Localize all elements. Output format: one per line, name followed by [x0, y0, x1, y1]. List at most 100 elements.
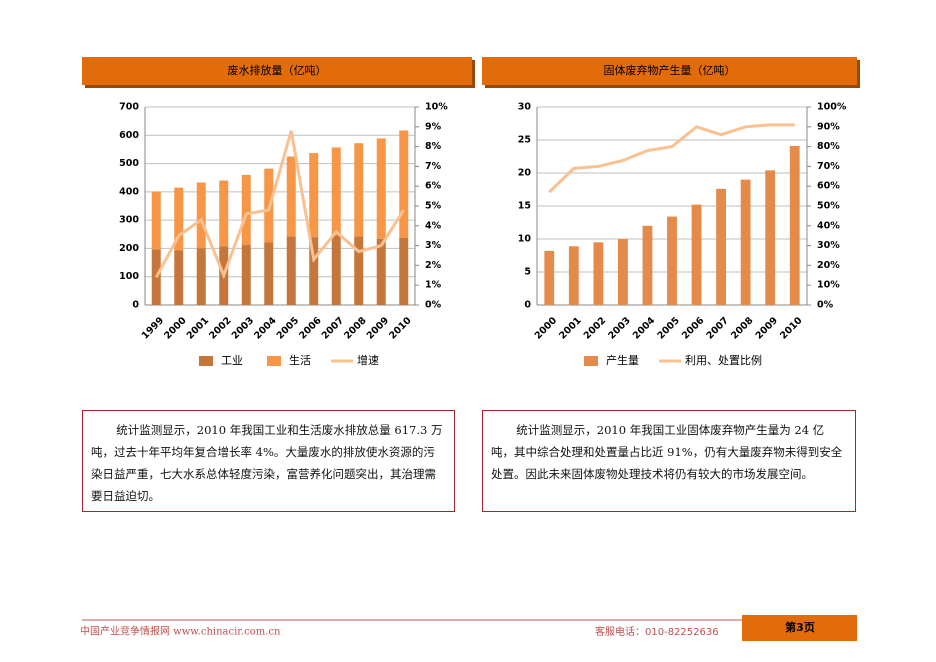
x-tick-label: 2007: [704, 315, 730, 341]
bar: [151, 191, 161, 250]
bar: [399, 237, 409, 305]
x-tick-label: 2000: [533, 315, 560, 342]
legend-swatch: [267, 356, 281, 366]
x-tick-label: 2008: [729, 315, 756, 342]
y2-tick-label: 70%: [817, 161, 840, 172]
x-tick-label: 2010: [387, 315, 414, 342]
y2-tick-label: 1%: [425, 280, 442, 291]
y-tick-label: 100: [119, 271, 139, 282]
bar: [309, 237, 319, 305]
y2-tick-label: 9%: [425, 121, 442, 132]
x-tick-label: 2006: [297, 315, 324, 342]
bar: [264, 242, 274, 305]
x-tick-label: 2003: [230, 315, 256, 341]
bar: [241, 245, 251, 305]
chart-title: 废水排放量（亿吨）: [228, 63, 327, 77]
y-tick-label: 500: [119, 158, 139, 169]
header: [82, 57, 472, 85]
y-tick-label: 10: [518, 234, 532, 245]
x-tick-label: 2005: [655, 315, 681, 341]
y2-tick-label: 80%: [817, 141, 840, 152]
y-tick-label: 300: [119, 215, 139, 226]
line: [548, 123, 795, 194]
x-tick-label: 2009: [365, 315, 391, 341]
x-tick-label: 2005: [275, 315, 301, 341]
y-tick-label: 30: [518, 102, 532, 113]
y2-tick-label: 90%: [817, 121, 840, 132]
y-tick-label: 20: [518, 168, 532, 179]
bar: [376, 138, 386, 239]
y2-tick-label: 6%: [425, 181, 442, 192]
legend-label: 生活: [289, 353, 311, 367]
bar: [286, 236, 296, 305]
y2-tick-label: 100%: [817, 102, 847, 113]
paragraph: 统计监测显示，2010 年我国工业和生活废水排放总量 617.3 万吨，过去十年…: [91, 423, 443, 503]
y-tick-label: 600: [119, 130, 139, 141]
y-tick-label: 5: [524, 267, 531, 278]
bar: [667, 216, 677, 305]
x-tick-label: 2007: [320, 315, 346, 341]
text-box: 统计监测显示，2010 年我国工业固体废弃物产生量为 24 亿吨，其中综合处理和…: [482, 410, 856, 512]
y2-tick-label: 8%: [425, 141, 442, 152]
y2-tick-label: 3%: [425, 240, 442, 251]
y-tick-label: 200: [119, 243, 139, 254]
bar: [174, 187, 184, 251]
text-box: 统计监测显示，2010 年我国工业和生活废水排放总量 617.3 万吨，过去十年…: [82, 410, 455, 512]
bar: [219, 180, 229, 247]
bar: [309, 153, 319, 238]
bar: [241, 174, 251, 246]
x-tick-label: 1999: [140, 315, 166, 341]
y-tick-label: 700: [119, 102, 139, 113]
bar: [544, 250, 555, 305]
header: [482, 57, 857, 85]
x-tick-label: 2009: [754, 315, 780, 341]
y2-tick-label: 0%: [425, 300, 442, 311]
x-tick-label: 2004: [252, 315, 279, 342]
y2-tick-label: 10%: [817, 280, 840, 291]
y2-tick-label: 10%: [425, 102, 448, 113]
line: [154, 130, 406, 280]
x-tick-label: 2003: [606, 315, 632, 341]
legend-swatch: [584, 356, 598, 366]
bar: [331, 147, 341, 236]
y2-tick-label: 20%: [817, 260, 840, 271]
legend-label: 增速: [357, 353, 379, 367]
bar: [789, 145, 800, 305]
y2-tick-label: 60%: [817, 181, 840, 192]
y-tick-label: 0: [524, 300, 531, 311]
y2-tick-label: 7%: [425, 161, 442, 172]
page-box: [742, 615, 857, 641]
bar: [286, 156, 296, 237]
y-tick-label: 15: [518, 201, 531, 212]
x-tick-label: 2002: [207, 315, 233, 341]
bar: [174, 250, 184, 305]
y2-tick-label: 4%: [425, 220, 442, 231]
x-tick-label: 2001: [557, 315, 583, 341]
x-tick-label: 2006: [680, 315, 707, 342]
bar: [642, 225, 653, 305]
bar: [196, 248, 206, 305]
x-tick-label: 2004: [631, 315, 658, 342]
bar: [399, 130, 409, 238]
x-tick-label: 2008: [342, 315, 369, 342]
footer-phone: 客服电话：010-82252636: [595, 625, 719, 638]
bar: [376, 238, 386, 305]
x-tick-label: 2000: [162, 315, 189, 342]
y-tick-label: 25: [518, 135, 531, 146]
y-tick-label: 400: [119, 186, 139, 197]
bar: [765, 170, 776, 305]
bar: [196, 182, 206, 249]
x-tick-label: 2010: [778, 315, 805, 342]
footer-site: 中国产业竞争情报网 www.chinacir.com.cn: [80, 625, 281, 638]
y2-tick-label: 5%: [425, 201, 442, 212]
paragraph: 统计监测显示，2010 年我国工业固体废弃物产生量为 24 亿吨，其中综合处理和…: [491, 423, 843, 481]
y-tick-label: 0: [132, 300, 139, 311]
bar: [740, 179, 751, 305]
x-tick-label: 2001: [185, 315, 211, 341]
legend-label: 产生量: [606, 353, 639, 367]
legend-swatch: [199, 356, 213, 366]
y2-tick-label: 40%: [817, 220, 840, 231]
y2-tick-label: 0%: [817, 300, 834, 311]
